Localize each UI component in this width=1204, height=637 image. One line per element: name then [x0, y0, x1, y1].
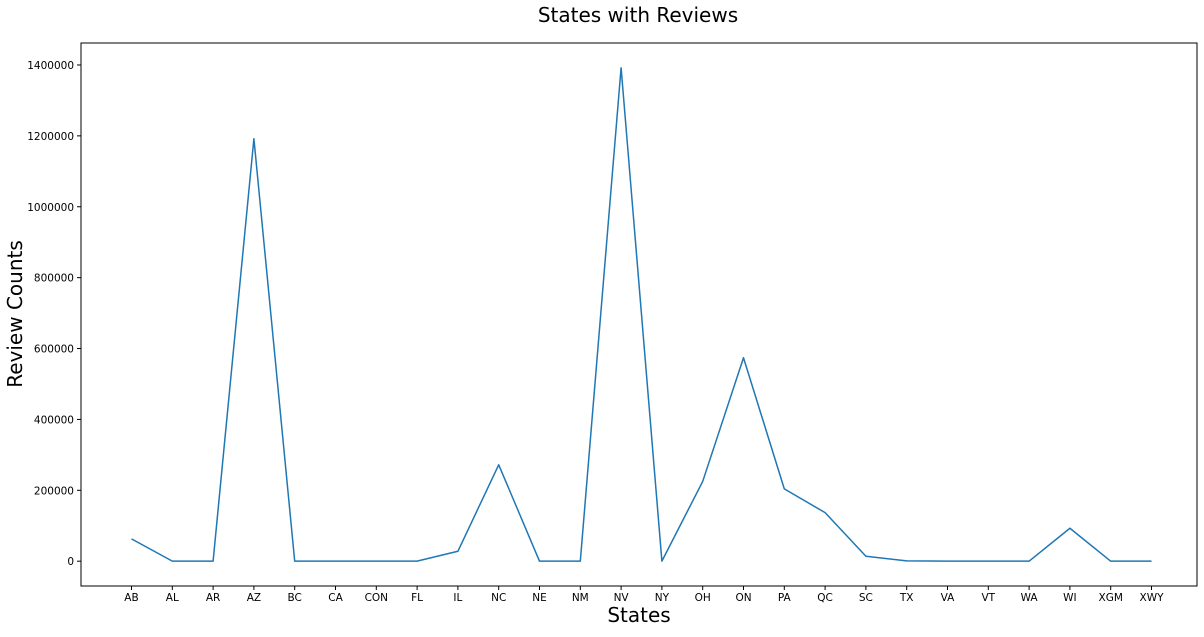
- x-tick-label: NM: [572, 592, 589, 604]
- x-tick-label: XGM: [1099, 592, 1123, 604]
- x-tick-label: TX: [899, 592, 914, 604]
- x-tick-label: NV: [614, 592, 630, 604]
- x-tick-label: ON: [735, 592, 751, 604]
- y-tick-label: 0: [67, 556, 74, 568]
- x-tick-label: IL: [453, 592, 462, 604]
- x-tick-label: PA: [778, 592, 792, 604]
- y-tick-label: 1200000: [27, 131, 74, 143]
- x-tick-label: WA: [1021, 592, 1039, 604]
- y-tick-label: 1000000: [27, 202, 74, 214]
- x-tick-label: CON: [365, 592, 388, 604]
- plot-frame: [80, 42, 1198, 587]
- x-tick-label: XWY: [1140, 592, 1165, 604]
- x-axis-label: States: [607, 603, 670, 627]
- x-tick-label: VT: [981, 592, 995, 604]
- x-tick-label: NE: [532, 592, 547, 604]
- x-tick-label: AR: [206, 592, 220, 604]
- x-tick-label: SC: [859, 592, 873, 604]
- x-tick-label: QC: [817, 592, 833, 604]
- x-tick-label: WI: [1063, 592, 1076, 604]
- x-tick-label: VA: [941, 592, 956, 604]
- y-tick-label: 400000: [34, 414, 74, 426]
- x-tick-label: NC: [491, 592, 506, 604]
- x-tick-label: BC: [288, 592, 302, 604]
- y-tick-label: 1400000: [27, 60, 74, 72]
- x-tick-label: AL: [166, 592, 179, 604]
- x-axis-ticks: AB AL AR AZ BC CA CON FL IL NC NE NM NV NY OH ON PA QC SC T…: [124, 586, 1164, 604]
- x-tick-label: AZ: [247, 592, 261, 604]
- y-tick-label: 200000: [34, 485, 74, 497]
- x-tick-label: FL: [411, 592, 423, 604]
- y-axis-label: Review Counts: [3, 240, 27, 388]
- series-line: [131, 67, 1152, 562]
- chart-title: States with Reviews: [538, 3, 738, 27]
- x-tick-label: CA: [328, 592, 343, 604]
- x-tick-label: OH: [695, 592, 711, 604]
- series-layer: [131, 67, 1152, 562]
- y-tick-label: 600000: [34, 344, 74, 356]
- x-tick-label: NY: [655, 592, 670, 604]
- x-tick-label: AB: [124, 592, 138, 604]
- y-tick-label: 800000: [34, 273, 74, 285]
- y-axis-ticks: 0 200000 400000 600000 800000 1000000 1200000 1…: [27, 60, 81, 568]
